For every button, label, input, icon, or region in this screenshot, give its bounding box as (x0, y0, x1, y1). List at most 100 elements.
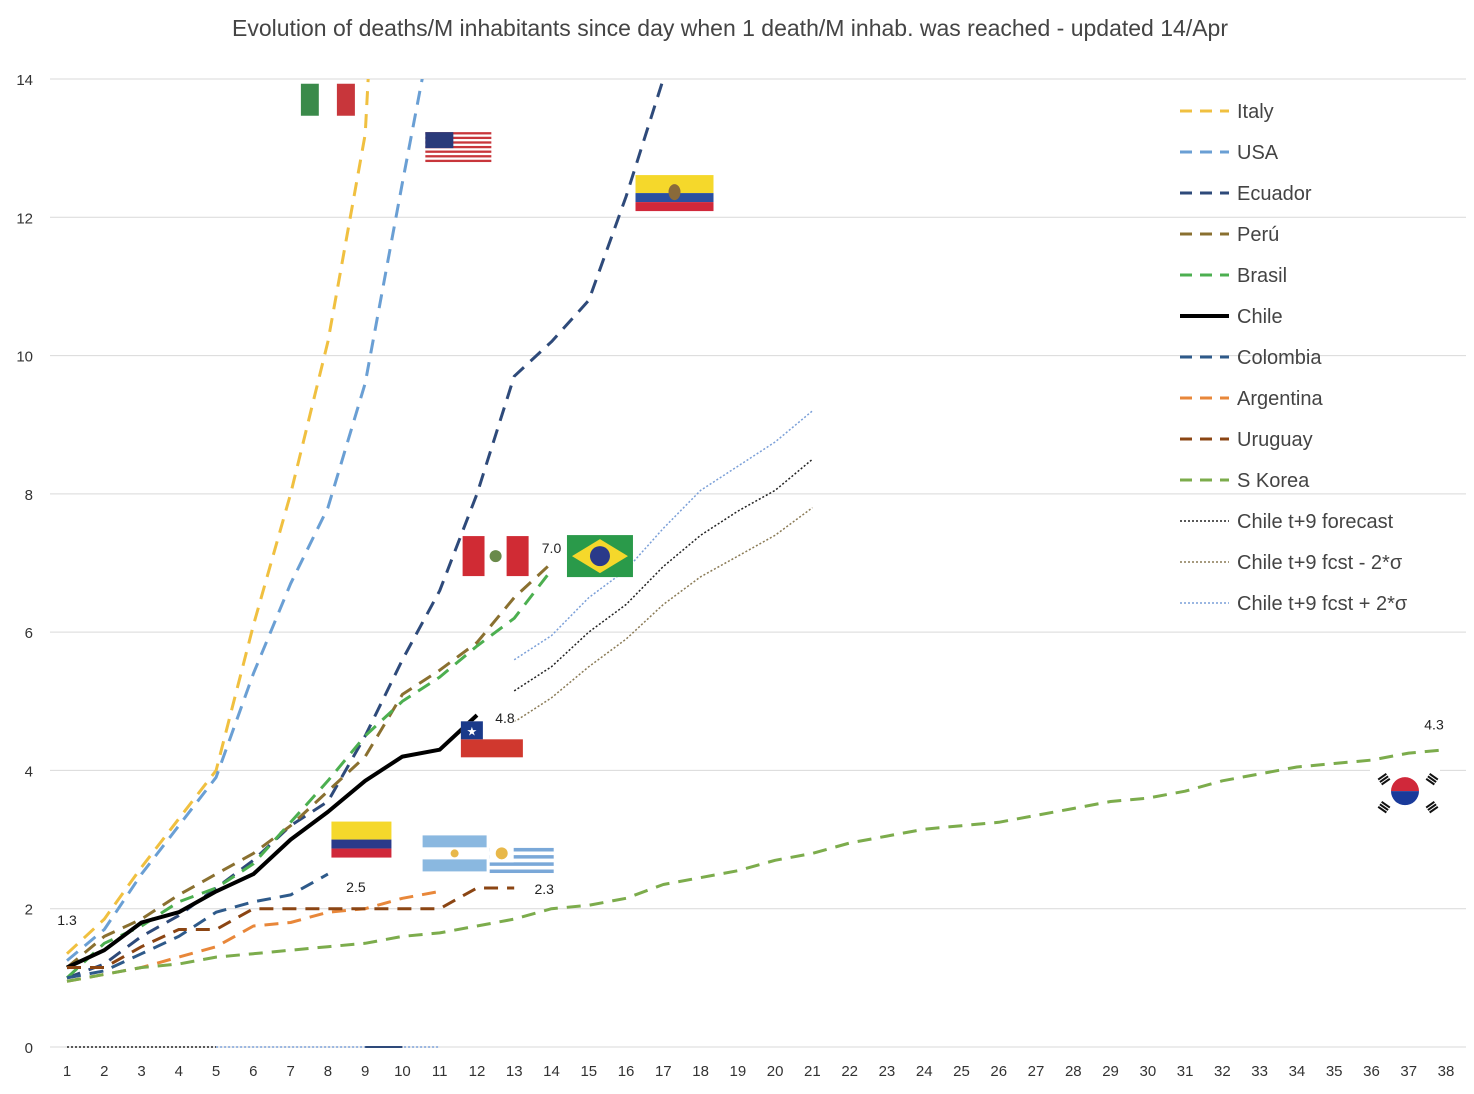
flag-stripe (425, 159, 492, 163)
data-label: 4.3 (1424, 717, 1444, 733)
data-label: 4.8 (495, 710, 515, 726)
data-label: 7.0 (542, 540, 562, 556)
x-tick-label: 17 (655, 1063, 672, 1080)
x-tick-label: 23 (879, 1063, 896, 1080)
y-tick-label: 10 (16, 349, 33, 366)
x-tick-label: 4 (175, 1063, 183, 1080)
legend-label: Ecuador (1237, 183, 1312, 205)
legend-label: Brasil (1237, 265, 1287, 287)
x-tick-label: 20 (767, 1063, 784, 1080)
x-tick-label: 6 (249, 1063, 257, 1080)
flag-stripe (489, 862, 554, 866)
x-tick-label: 33 (1251, 1063, 1268, 1080)
legend-label: Argentina (1237, 388, 1323, 410)
x-tick-label: 26 (990, 1063, 1007, 1080)
x-tick-label: 24 (916, 1063, 933, 1080)
flag-stripe (489, 855, 554, 859)
legend-label: Chile t+9 fcst + 2*σ (1237, 593, 1408, 615)
data-label: 2.3 (535, 881, 555, 897)
x-tick-label: 25 (953, 1063, 970, 1080)
x-tick-label: 30 (1139, 1063, 1156, 1080)
flag-trigram (1429, 773, 1439, 781)
x-tick-label: 5 (212, 1063, 220, 1080)
flag-canton (460, 721, 483, 740)
flag-ecuador-icon (635, 175, 714, 212)
flag-emblem (489, 550, 502, 563)
x-tick-label: 2 (100, 1063, 108, 1080)
series-line-chile-t-9-forecast (513, 458, 813, 692)
flag-trigram (1429, 805, 1439, 814)
flag-star: ★ (466, 724, 477, 738)
flag-stripe (300, 83, 319, 116)
flag-trigram (1425, 777, 1435, 786)
chart-title: Evolution of deaths/M inhabitants since … (232, 15, 1228, 41)
country-flags: ★ (300, 83, 1441, 877)
x-tick-label: 1 (63, 1063, 71, 1080)
legend-label: Chile t+9 fcst - 2*σ (1237, 552, 1403, 574)
flag-stripe (425, 150, 492, 153)
flag-trigram (1381, 777, 1391, 786)
x-tick-label: 18 (692, 1063, 709, 1080)
series-line-chile-t-9-fcst-2 (513, 507, 813, 723)
series-line-s-korea (66, 748, 1447, 983)
flag-trigram (1427, 775, 1437, 783)
flag-stripe (489, 844, 554, 848)
y-tick-label: 0 (25, 1040, 33, 1057)
flag-stripe (331, 839, 392, 849)
data-labels: 1.3 7.0 4.8 2.5 2.3 4.3 (57, 540, 1444, 928)
flag-taeguk-blue (1391, 791, 1420, 806)
flag-stripe (489, 865, 554, 870)
legend-label: USA (1237, 142, 1279, 164)
series-lines (65, 79, 1447, 1048)
y-tick-label: 12 (16, 210, 33, 227)
x-tick-label: 35 (1326, 1063, 1343, 1080)
flag-sun (450, 849, 459, 858)
x-tick-label: 16 (618, 1063, 635, 1080)
x-tick-label: 11 (432, 1063, 448, 1080)
x-tick-label: 22 (841, 1063, 858, 1080)
data-label: 1.3 (57, 912, 77, 928)
x-tick-label: 15 (580, 1063, 597, 1080)
y-tick-label: 14 (16, 72, 33, 89)
flag-stripe (425, 136, 492, 140)
flag-globe (589, 546, 610, 567)
series-line-usa (66, 79, 424, 962)
series-line-argentina (66, 889, 440, 983)
flag-stripe (331, 848, 392, 858)
x-tick-label: 3 (137, 1063, 145, 1080)
legend: Italy USA Ecuador Perú Brasil Chile Colombia Ar… (1180, 101, 1408, 615)
x-tick-label: 38 (1438, 1063, 1455, 1080)
flag-stripe (460, 739, 523, 758)
y-axis-ticks: 0 2 4 6 8 10 12 14 (16, 72, 33, 1057)
series-line-brasil (65, 568, 553, 979)
legend-label: Italy (1237, 101, 1274, 123)
flag-stripe (489, 873, 554, 877)
flag-stripe (318, 83, 337, 116)
series-line-colombia (66, 872, 329, 980)
flag-uruguay-icon (489, 844, 554, 877)
x-tick-label: 37 (1400, 1063, 1417, 1080)
flag-stripe (489, 851, 554, 856)
x-tick-label: 28 (1065, 1063, 1082, 1080)
x-tick-label: 27 (1028, 1063, 1045, 1080)
legend-label: S Korea (1237, 470, 1310, 492)
legend-label: Chile (1237, 306, 1283, 328)
x-tick-label: 34 (1289, 1063, 1306, 1080)
flag-stripe (635, 202, 714, 212)
legend-label: Colombia (1237, 347, 1322, 369)
legend-label: Uruguay (1237, 429, 1313, 451)
flag-italy-icon (300, 83, 355, 116)
flag-brasil-icon (566, 535, 633, 578)
flag-per-icon (462, 536, 529, 577)
flag-stripe (489, 869, 554, 874)
flag-stripe (506, 536, 529, 577)
x-axis-ticks: 1 2 3 4 5 6 7 8 9 10 11 12 13 14 15 16 17 18 19 20 21 22 23 24 2… (63, 1063, 1455, 1080)
y-tick-label: 4 (25, 763, 33, 780)
series-line-italy (65, 79, 370, 955)
flag-skorea-icon (1370, 767, 1441, 816)
flag-trigram (1379, 803, 1389, 811)
legend-label: Perú (1237, 224, 1279, 246)
series-line-chile (66, 713, 479, 970)
x-tick-label: 8 (324, 1063, 332, 1080)
